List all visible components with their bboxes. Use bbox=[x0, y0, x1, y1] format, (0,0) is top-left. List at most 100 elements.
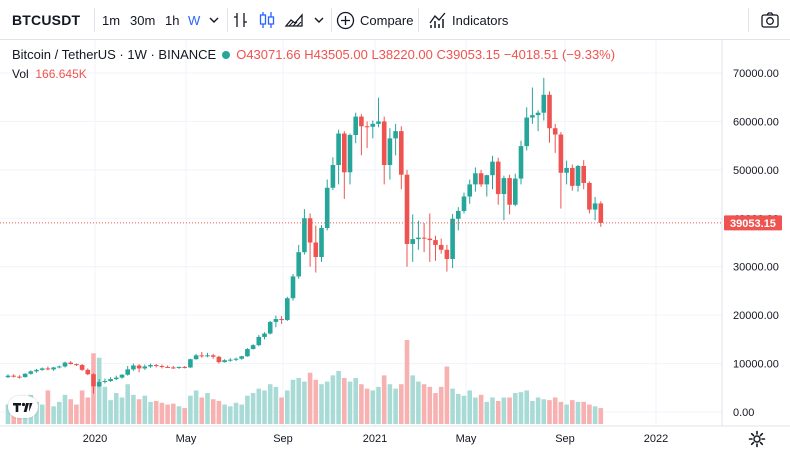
candle-body bbox=[210, 355, 216, 357]
chevron-down-icon[interactable] bbox=[207, 13, 221, 27]
candle bbox=[85, 368, 91, 376]
volume-bar bbox=[495, 401, 501, 424]
interval-30m-button[interactable]: 30m bbox=[130, 13, 156, 28]
candle bbox=[22, 373, 28, 378]
candle bbox=[575, 165, 581, 192]
volume-bar bbox=[501, 397, 507, 424]
candle bbox=[353, 112, 358, 144]
volume-bar bbox=[62, 394, 68, 424]
candle-body bbox=[285, 298, 290, 320]
candle bbox=[484, 174, 490, 197]
volume-bar bbox=[57, 401, 62, 424]
interval-1m-button[interactable]: 1m bbox=[102, 13, 121, 28]
candle-body bbox=[587, 182, 592, 210]
interval-1h-button[interactable]: 1h bbox=[165, 13, 180, 28]
area-chart-type-icon[interactable] bbox=[284, 10, 304, 30]
indicators-icon[interactable] bbox=[428, 10, 448, 30]
price-axis: 70000.0060000.0050000.0040000.0030000.00… bbox=[733, 68, 779, 419]
volume-bar bbox=[39, 404, 45, 424]
candle-body bbox=[193, 355, 199, 360]
volume-bar bbox=[108, 400, 113, 424]
legend-high: H43505.00 bbox=[304, 47, 368, 62]
candle-body bbox=[279, 319, 284, 321]
candle-body bbox=[507, 178, 512, 205]
candle-body bbox=[558, 134, 564, 173]
candle bbox=[507, 174, 512, 215]
candle bbox=[273, 315, 279, 328]
candle bbox=[564, 160, 569, 185]
candle-body bbox=[205, 355, 210, 357]
time-tick-label: Sep bbox=[555, 433, 575, 445]
volume-bar bbox=[387, 384, 393, 424]
candle bbox=[228, 358, 233, 362]
candle bbox=[119, 374, 125, 379]
candle-body bbox=[467, 184, 472, 197]
volume-value: 166.645K bbox=[35, 67, 87, 81]
candle bbox=[165, 365, 170, 368]
candle-body bbox=[444, 249, 450, 259]
tradingview-logo[interactable] bbox=[8, 396, 38, 418]
time-tick-label: May bbox=[176, 433, 197, 445]
candle bbox=[267, 320, 273, 335]
candle-body bbox=[387, 138, 393, 166]
candle bbox=[450, 213, 455, 269]
volume-bar bbox=[51, 406, 56, 424]
candle-body bbox=[45, 368, 51, 370]
series-title[interactable]: Bitcoin / TetherUS · 1W · BINANCE bbox=[12, 47, 217, 62]
candle bbox=[302, 209, 307, 255]
candle bbox=[393, 123, 398, 156]
candle-body bbox=[535, 112, 541, 116]
volume-bar bbox=[319, 384, 324, 424]
chevron-down-icon[interactable] bbox=[312, 13, 326, 27]
candle-body bbox=[5, 375, 11, 378]
candle bbox=[552, 123, 558, 153]
candle-body bbox=[484, 175, 490, 185]
bar-chart-type-icon[interactable] bbox=[231, 10, 251, 30]
candle-body bbox=[222, 360, 227, 363]
volume-bar bbox=[353, 378, 358, 424]
candle-body bbox=[102, 381, 108, 383]
candle bbox=[222, 359, 227, 363]
time-axis: 2020 May Sep 2021 May Sep 2022 bbox=[83, 433, 668, 445]
settings-gear-icon[interactable] bbox=[748, 430, 766, 448]
volume-bar bbox=[484, 401, 490, 424]
volume-bar bbox=[119, 397, 125, 424]
candle-body bbox=[74, 364, 79, 366]
legend-open: O43071.66 bbox=[236, 47, 301, 62]
candle-body bbox=[182, 366, 187, 368]
candle-body bbox=[57, 366, 62, 368]
candle-body bbox=[399, 131, 404, 175]
candle-body bbox=[62, 362, 68, 367]
candle bbox=[68, 361, 73, 365]
volume-bar bbox=[376, 386, 381, 424]
candle bbox=[336, 129, 341, 185]
price-tick-label: 60000.00 bbox=[733, 116, 779, 128]
candle-body bbox=[171, 367, 176, 369]
volume-bar bbox=[239, 404, 244, 424]
volume-bar bbox=[102, 386, 108, 424]
candle-body bbox=[438, 244, 444, 250]
camera-icon[interactable] bbox=[760, 10, 780, 30]
compare-button[interactable]: Compare bbox=[360, 13, 414, 28]
candle bbox=[364, 121, 370, 149]
symbol-search-button[interactable]: BTCUSDT bbox=[12, 12, 81, 28]
candle bbox=[210, 353, 216, 359]
compare-plus-icon[interactable] bbox=[336, 11, 355, 30]
volume-bar bbox=[199, 397, 205, 424]
volume-label[interactable]: Vol bbox=[12, 67, 29, 81]
volume-bar bbox=[153, 401, 159, 424]
candles-chart-type-icon[interactable] bbox=[257, 10, 277, 30]
candle-body bbox=[598, 203, 604, 223]
volume-bar bbox=[364, 388, 370, 424]
interval-1w-button[interactable]: W bbox=[188, 13, 201, 28]
candle-body bbox=[79, 365, 85, 370]
legend-low: L38220.00 bbox=[371, 47, 433, 62]
candle bbox=[57, 365, 62, 369]
candle-body bbox=[250, 345, 256, 350]
price-chart[interactable]: 70000.0060000.0050000.0040000.0030000.00… bbox=[0, 40, 790, 451]
candle bbox=[416, 220, 421, 250]
indicators-button[interactable]: Indicators bbox=[452, 13, 509, 28]
candle-body bbox=[370, 123, 376, 127]
volume-bar bbox=[592, 406, 598, 424]
candle bbox=[387, 128, 393, 180]
